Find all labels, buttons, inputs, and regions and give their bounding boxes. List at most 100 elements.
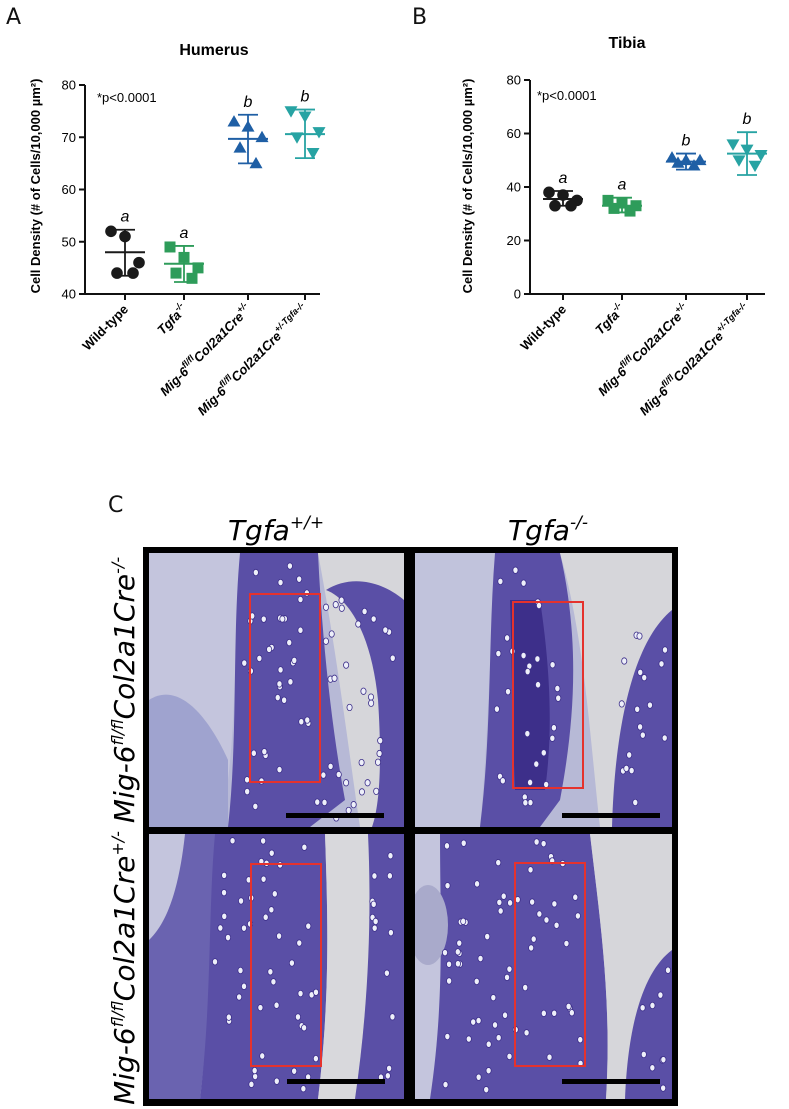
chart-title: Humerus	[179, 42, 248, 59]
cell-nucleus	[442, 1081, 449, 1089]
cell-nucleus	[294, 1013, 301, 1021]
cell-nucleus	[485, 1067, 492, 1075]
cell-nucleus	[383, 969, 390, 977]
cell-nucleus	[554, 684, 561, 693]
cell-nucleus	[484, 932, 491, 941]
y-tick-label: 40	[507, 180, 521, 195]
cell-nucleus	[279, 615, 286, 623]
cell-nucleus	[506, 1052, 513, 1061]
cell-nucleus	[331, 674, 338, 682]
data-point	[726, 139, 740, 151]
cell-nucleus	[527, 866, 534, 874]
data-point	[748, 160, 762, 173]
significance-letter: a	[180, 225, 189, 242]
cell-nucleus	[382, 626, 389, 634]
y-tick-label: 60	[507, 126, 521, 141]
cell-nucleus	[512, 566, 519, 574]
cell-nucleus	[543, 780, 550, 789]
cell-nucleus	[454, 948, 461, 956]
nuclei-group	[241, 562, 330, 811]
cell-nucleus	[361, 607, 368, 616]
cell-nucleus	[658, 660, 665, 668]
cell-nucleus	[577, 1036, 584, 1044]
cell-nucleus	[568, 1009, 575, 1017]
cell-nucleus	[276, 932, 283, 940]
cell-nucleus	[504, 634, 511, 642]
cell-nucleus	[287, 678, 294, 686]
cell-nucleus	[497, 577, 504, 586]
cell-nucleus	[465, 1035, 472, 1043]
cell-nucleus	[372, 917, 379, 926]
series-3: b	[284, 89, 326, 160]
cell-nucleus	[495, 1034, 502, 1042]
cell-nucleus	[505, 688, 512, 696]
cell-nucleus	[555, 694, 562, 702]
data-point	[105, 225, 117, 238]
cell-nucleus	[343, 779, 350, 787]
data-point	[164, 241, 176, 253]
cell-nucleus	[639, 1004, 646, 1012]
cell-nucleus	[312, 988, 319, 996]
scale-bar-top-left	[286, 813, 384, 818]
y-tick-label: 50	[62, 234, 76, 249]
cell-nucleus	[527, 798, 534, 807]
data-point	[665, 151, 679, 163]
column-label-tgfa-wt: Tgfa+/+	[228, 513, 324, 547]
cell-nucleus	[618, 700, 625, 708]
region-box-bottom-left	[250, 863, 322, 1067]
significance-letter: a	[121, 209, 130, 226]
chart-title: Tibia	[608, 35, 645, 52]
cell-nucleus	[305, 922, 312, 930]
cell-nucleus	[551, 900, 558, 908]
significance-letter: a	[618, 177, 627, 194]
data-point	[312, 127, 326, 139]
cell-nucleus	[267, 968, 274, 976]
cell-nucleus	[470, 1018, 477, 1026]
y-tick-label: 60	[62, 182, 76, 197]
nuclei-group	[369, 852, 396, 1081]
cell-nuclei	[212, 562, 671, 1094]
cell-nucleus	[260, 875, 267, 883]
cell-nucleus	[271, 890, 278, 898]
column-label-tgfa-ko: Tgfa-/-	[508, 513, 588, 547]
cell-nucleus	[371, 872, 378, 880]
panel-letter-a: A	[6, 5, 21, 30]
cell-nucleus	[373, 787, 380, 795]
cell-nucleus	[500, 892, 507, 900]
cell-nucleus	[268, 906, 275, 914]
cell-nucleus	[492, 1021, 499, 1029]
cell-nucleus	[664, 966, 671, 974]
cell-nucleus	[387, 929, 394, 937]
data-point	[754, 150, 768, 162]
cell-nucleus	[626, 751, 633, 759]
micrograph-top-right	[415, 553, 672, 827]
p-value-annotation: *p<0.0001	[97, 90, 157, 105]
cell-nucleus	[540, 1009, 547, 1017]
cell-nucleus	[286, 638, 293, 647]
cell-nucleus	[621, 657, 628, 665]
cell-nucleus	[262, 913, 269, 921]
cell-nucleus	[301, 1024, 308, 1032]
cell-nucleus	[454, 960, 461, 968]
data-point	[178, 251, 190, 263]
cell-nucleus	[636, 632, 643, 640]
nuclei-group	[442, 838, 584, 1094]
cell-nucleus	[296, 939, 303, 947]
cell-nucleus	[225, 1013, 232, 1021]
significance-letter: a	[559, 170, 568, 187]
category-label: Wild-type	[517, 302, 569, 354]
cell-nucleus	[281, 696, 288, 704]
series-3: b	[726, 111, 768, 176]
data-point	[241, 120, 255, 132]
cell-nucleus	[384, 1072, 391, 1080]
cell-nucleus	[386, 872, 393, 880]
cell-nucleus	[572, 893, 579, 901]
cell-nucleus	[493, 705, 500, 713]
cell-nucleus	[649, 1064, 656, 1072]
cell-nucleus	[291, 656, 298, 665]
series-2: b	[227, 94, 269, 169]
series-0: a	[543, 170, 583, 212]
cell-nucleus	[628, 766, 635, 775]
scale-bar-bottom-left	[287, 1079, 385, 1084]
